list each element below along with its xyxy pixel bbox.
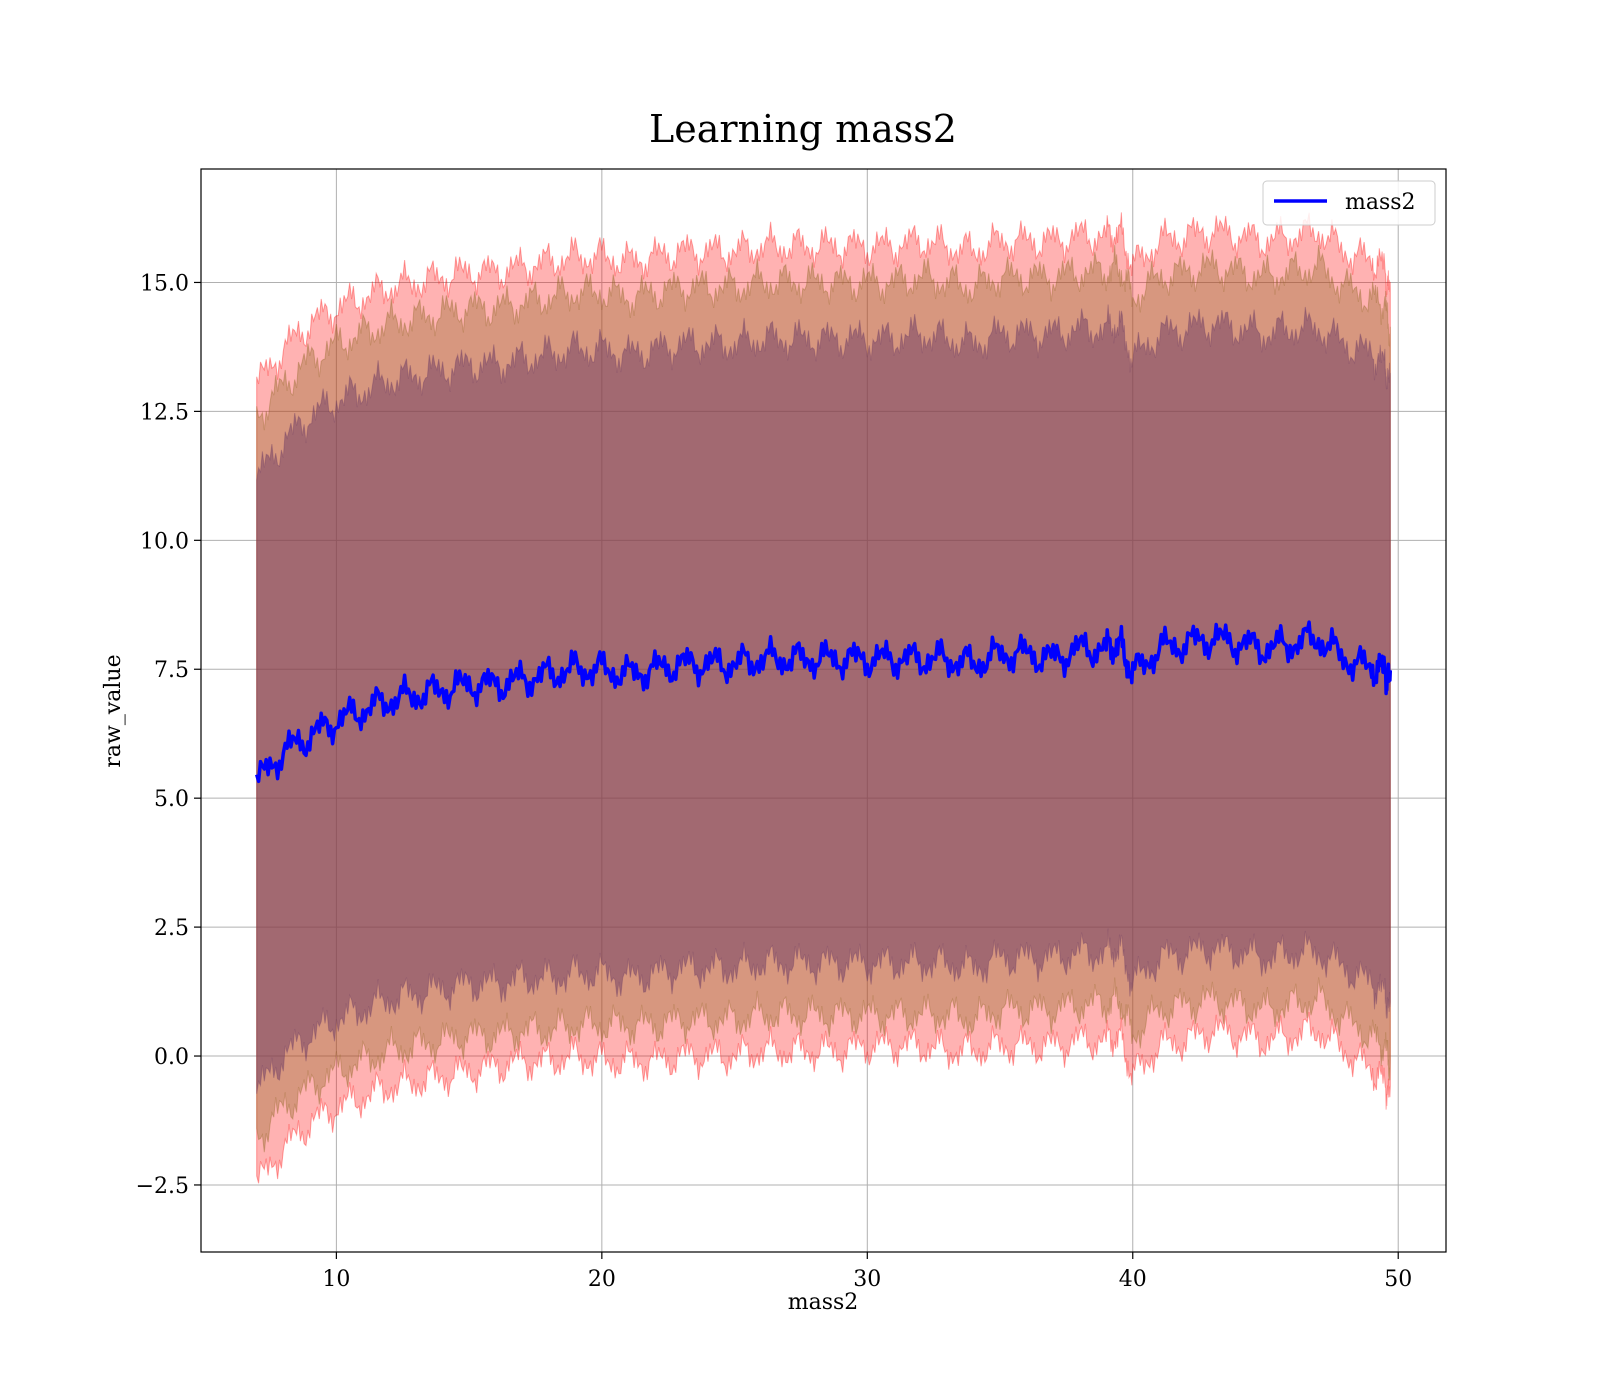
y-tick-label-7: 15.0 <box>140 271 189 296</box>
series-line-mass2 <box>255 620 1393 784</box>
y-tick-label-0: −2.5 <box>136 1174 189 1199</box>
x-tick-label-2: 30 <box>853 1267 881 1292</box>
band-2 <box>256 304 1391 1094</box>
chart-title: Learning mass2 <box>649 107 957 151</box>
plot-frame <box>200 168 1447 1253</box>
y-axis-label: raw_value <box>101 654 126 767</box>
y-tick-label-4: 7.5 <box>154 658 189 683</box>
series-lines <box>255 620 1393 784</box>
y-tick-label-3: 5.0 <box>154 787 189 812</box>
x-tick-label-0: 10 <box>322 1267 350 1292</box>
y-tick-label-6: 12.5 <box>140 400 189 425</box>
y-tick-label-5: 10.0 <box>140 529 189 554</box>
y-axis: −2.5 0.0 2.5 5.0 7.5 10.0 12.5 15.0 <box>136 271 201 1199</box>
x-tick-label-3: 40 <box>1119 1267 1147 1292</box>
legend: mass2 <box>1262 180 1436 226</box>
confidence-bands <box>256 212 1391 1184</box>
legend-box <box>1262 180 1436 226</box>
y-tick-label-1: 0.0 <box>154 1045 189 1070</box>
x-tick-label-4: 50 <box>1384 1267 1412 1292</box>
y-tick-label-2: 2.5 <box>154 916 189 941</box>
x-axis: 10 20 30 40 50 <box>322 1252 1412 1292</box>
legend-label-mass2: mass2 <box>1345 190 1416 215</box>
x-axis-label: mass2 <box>788 1290 859 1315</box>
x-tick-label-1: 20 <box>588 1267 616 1292</box>
